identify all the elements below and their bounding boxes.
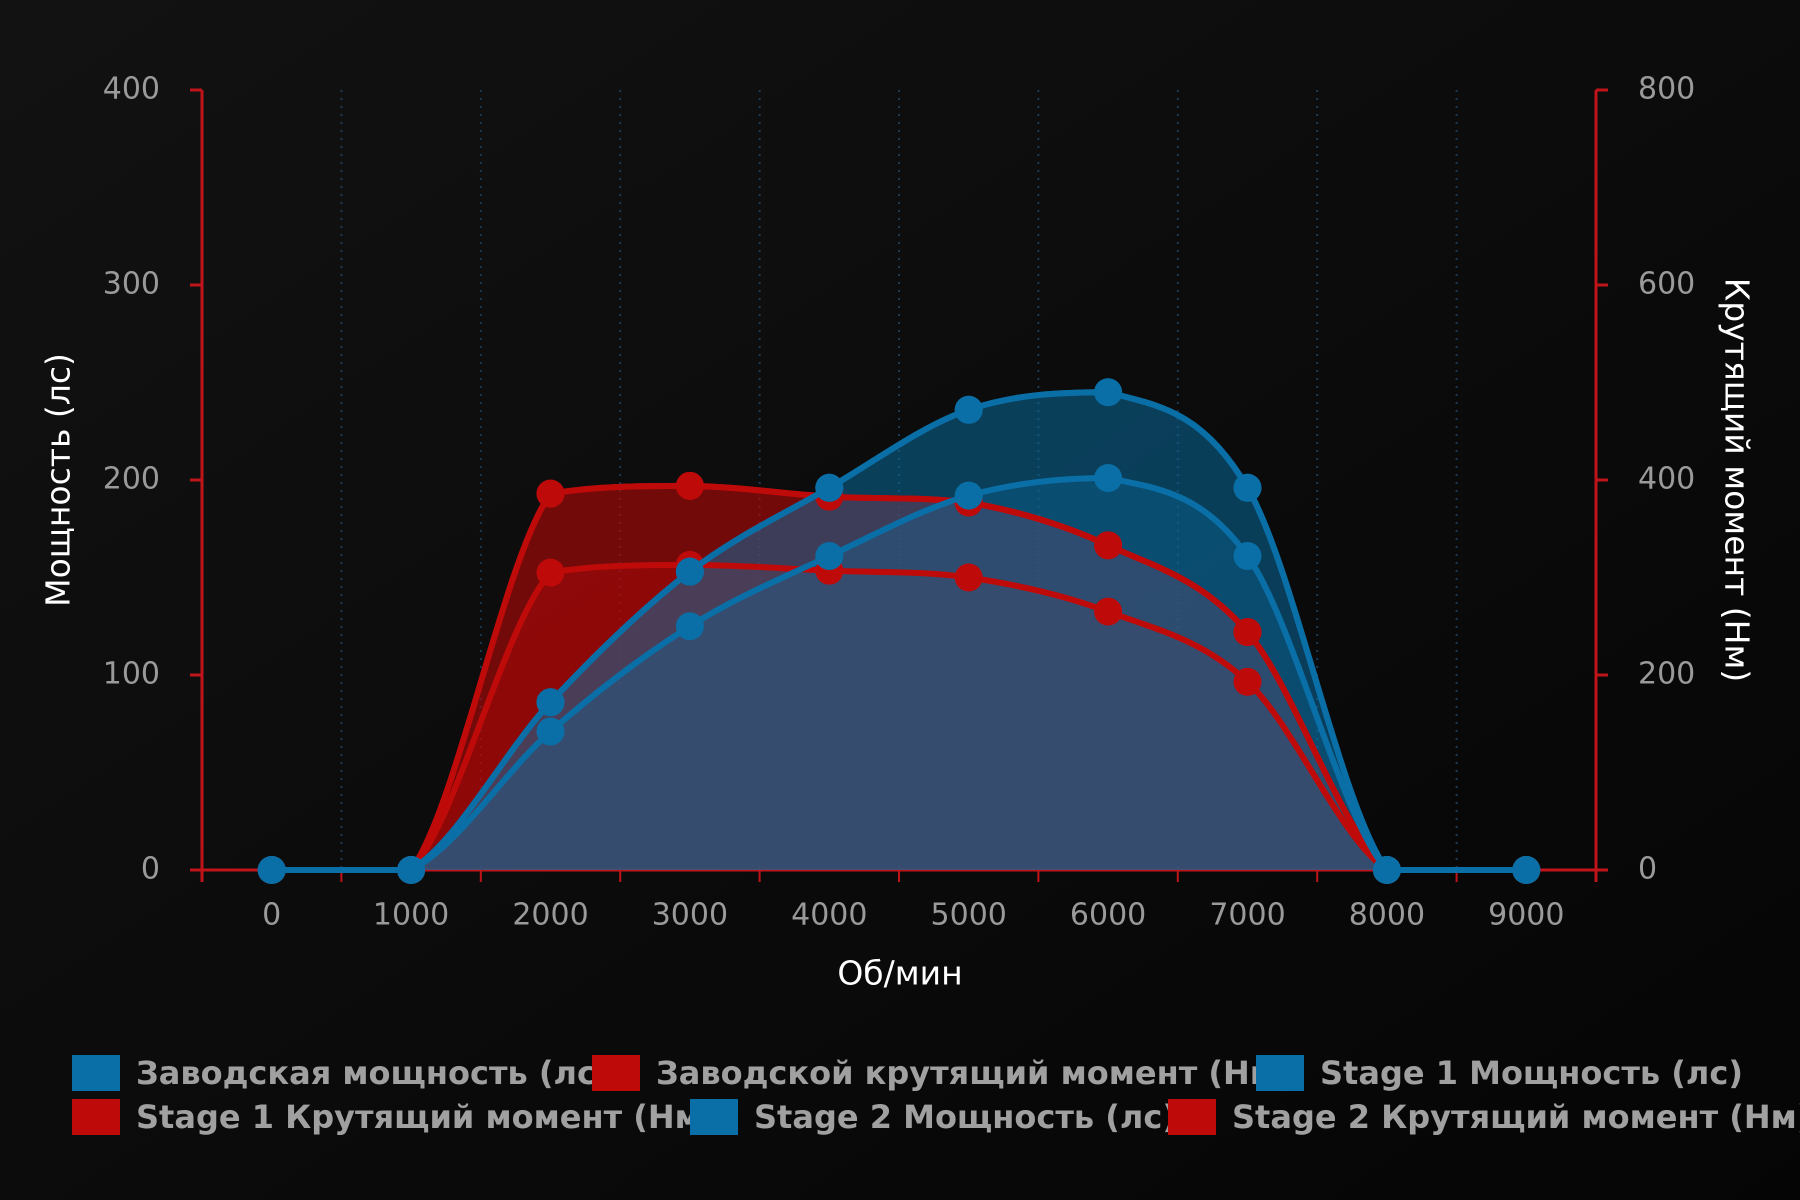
point <box>1094 464 1123 493</box>
point <box>1233 473 1262 502</box>
point <box>675 557 704 586</box>
legend-label: Заводская мощность (лс) <box>136 1054 611 1092</box>
x-tick-label: 1000 <box>373 898 449 933</box>
y-tick-label: 200 <box>103 462 160 497</box>
point <box>1233 667 1262 696</box>
area <box>271 392 1527 870</box>
y2-tick-label: 800 <box>1638 72 1695 107</box>
point <box>1512 856 1541 884</box>
point <box>1094 378 1123 407</box>
legend-swatch <box>72 1099 120 1135</box>
x-tick-label: 6000 <box>1070 898 1146 933</box>
legend-swatch <box>1168 1099 1216 1135</box>
area <box>271 392 1527 870</box>
point <box>536 688 565 717</box>
x-tick-label: 5000 <box>931 898 1007 933</box>
area <box>271 485 1527 870</box>
legend-swatch <box>592 1055 640 1091</box>
x-tick-label: 8000 <box>1349 898 1425 933</box>
y-tick-label: 100 <box>103 657 160 692</box>
y-tick-label: 0 <box>141 852 160 887</box>
line <box>271 475 1527 874</box>
point <box>1094 531 1123 560</box>
point <box>536 479 565 508</box>
legend-swatch <box>72 1055 120 1091</box>
y2-tick-label: 600 <box>1638 267 1695 302</box>
legend-label: Stage 2 Крутящий момент (Нм) <box>1232 1098 1800 1136</box>
point <box>675 612 704 641</box>
x-tick-label: 4000 <box>791 898 867 933</box>
point <box>954 481 983 510</box>
line <box>271 389 1527 874</box>
x-tick-label: 9000 <box>1488 898 1564 933</box>
x-tick-label: 7000 <box>1209 898 1285 933</box>
point <box>1233 542 1262 571</box>
legend-label: Stage 1 Мощность (лс) <box>1320 1054 1743 1092</box>
point <box>815 542 844 571</box>
legend-label: Stage 1 Крутящий момент (Нм) <box>136 1098 715 1136</box>
point <box>257 856 286 884</box>
y2-tick-label: 400 <box>1638 462 1695 497</box>
legend-label: Заводской крутящий момент (Нм) <box>656 1054 1291 1092</box>
point <box>397 856 426 884</box>
y-tick-label: 400 <box>103 72 160 107</box>
point <box>1233 618 1262 647</box>
point <box>954 563 983 592</box>
point <box>1372 856 1401 884</box>
area <box>271 478 1527 870</box>
x-tick-label: 3000 <box>652 898 728 933</box>
point <box>815 473 844 502</box>
y2-tick-label: 200 <box>1638 657 1695 692</box>
legend-swatch <box>690 1099 738 1135</box>
area <box>271 564 1527 870</box>
line <box>271 561 1527 874</box>
point <box>536 558 565 587</box>
line <box>271 482 1527 874</box>
y-tick-label: 300 <box>103 267 160 302</box>
legend-label: Stage 2 Мощность (лс) <box>754 1098 1177 1136</box>
area <box>271 485 1527 870</box>
point <box>954 395 983 424</box>
y2-tick-label: 0 <box>1638 852 1657 887</box>
x-tick-label: 0 <box>262 898 281 933</box>
x-axis-label: Об/мин <box>837 954 962 993</box>
y-axis-label: Мощность (лс) <box>39 353 78 607</box>
legend-swatch <box>1256 1055 1304 1091</box>
y2-axis-label: Крутящий момент (Нм) <box>1718 278 1757 682</box>
x-tick-label: 2000 <box>512 898 588 933</box>
point <box>675 471 704 500</box>
point <box>536 717 565 746</box>
plot-area: 0 1000 2000 3000 4000 5000 6000 7000 8000 9000010… <box>103 72 1696 933</box>
point <box>1094 597 1123 626</box>
